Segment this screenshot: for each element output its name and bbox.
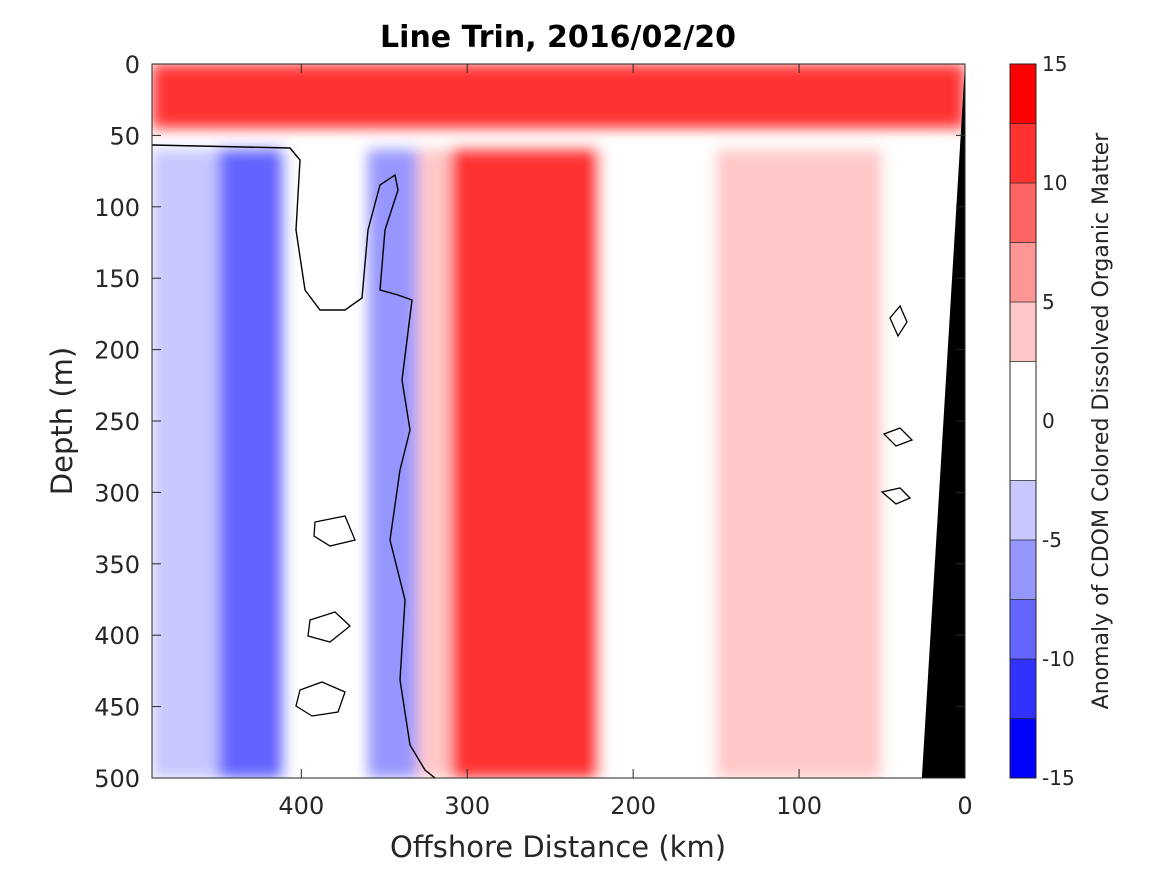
anomaly-region [152, 64, 965, 129]
colorbar-swatch [1010, 718, 1036, 778]
anomaly-region [417, 149, 451, 778]
y-tick-label: 100 [94, 194, 140, 222]
y-axis: 0 50 100 150 200 250 300 350 400 450 500 [94, 51, 965, 793]
y-tick-label: 400 [94, 622, 140, 650]
x-tick-label: 300 [444, 792, 490, 820]
contour-line-loop-3 [313, 515, 356, 547]
colorbar-swatch [1010, 599, 1036, 659]
colorbar-tick-label: 0 [1042, 409, 1055, 433]
colorbar-label: Anomaly of CDOM Colored Dissolved Organi… [1089, 132, 1114, 710]
colorbar-swatch [1010, 480, 1036, 540]
anomaly-region [367, 149, 418, 778]
x-tick-label: 100 [776, 792, 822, 820]
y-tick-label: 50 [109, 122, 140, 150]
anomaly-region [716, 149, 883, 778]
contour-line-loop [295, 681, 346, 717]
y-tick-label: 0 [125, 51, 140, 79]
colorbar-swatch [1010, 242, 1036, 302]
contour-line-loop-5 [882, 427, 914, 447]
contour-line-zero [152, 144, 436, 778]
colorbar-swatch [1010, 183, 1036, 243]
x-tick-label: 0 [957, 792, 972, 820]
x-axis-label: Offshore Distance (km) [390, 830, 726, 864]
y-tick-label: 500 [94, 765, 140, 793]
y-tick-label: 150 [94, 265, 140, 293]
colorbar-swatch [1010, 659, 1036, 719]
anomaly-field [152, 64, 965, 778]
x-tick-label: 400 [278, 792, 324, 820]
anomaly-region [450, 149, 600, 778]
colorbar-tick-label: -10 [1042, 647, 1075, 671]
y-tick-label: 450 [94, 694, 140, 722]
colorbar-swatch [1010, 361, 1036, 481]
colorbar-swatch [1010, 123, 1036, 183]
y-tick-label: 350 [94, 551, 140, 579]
y-tick-label: 200 [94, 337, 140, 365]
colorbar-swatch [1010, 64, 1036, 124]
anomaly-region [599, 149, 717, 778]
y-tick-label: 250 [94, 408, 140, 436]
contour-line-loop-6 [880, 487, 912, 505]
colorbar-tick-label: 5 [1042, 290, 1055, 314]
colorbar: 15 10 5 0 -5 -10 -15 [1009, 52, 1075, 790]
colorbar-tick-label: -15 [1042, 766, 1075, 790]
colorbar-swatch [1010, 540, 1036, 600]
anomaly-region [284, 149, 352, 778]
colorbar-swatch [1010, 302, 1036, 362]
x-tick-label: 200 [610, 792, 656, 820]
y-tick-label: 300 [94, 479, 140, 507]
plot-area [151, 63, 966, 779]
anomaly-region [218, 149, 285, 778]
colorbar-tick-label: 15 [1042, 52, 1067, 76]
chart-title: Line Trin, 2016/02/20 [380, 20, 736, 55]
y-axis-label: Depth (m) [45, 347, 79, 495]
contour-line-loop-2 [307, 611, 351, 643]
colorbar-tick-label: 10 [1042, 171, 1067, 195]
colorbar-tick-label: -5 [1042, 528, 1062, 552]
colorbar-frame [1009, 63, 1037, 779]
contour-line-loop-4 [889, 304, 908, 338]
bottom-topography-mask [921, 64, 965, 778]
x-axis: 400 300 200 100 0 [278, 64, 973, 820]
